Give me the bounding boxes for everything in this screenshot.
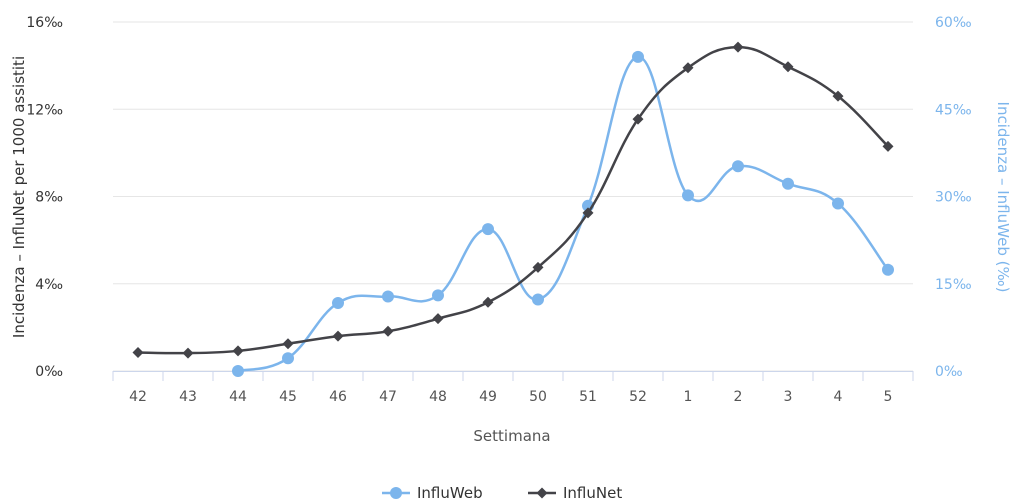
influnet-point[interactable] [482, 296, 494, 308]
x-tick-label: 50 [529, 389, 547, 405]
x-tick-label: 47 [379, 389, 397, 405]
x-tick-label: 3 [784, 389, 793, 405]
y-right-tick-label: 0‰ [935, 364, 963, 380]
x-tick-label: 4 [834, 389, 843, 405]
y-left-tick-label: 0‰ [35, 364, 63, 380]
influnet-point[interactable] [132, 346, 144, 358]
y-axis-left-title: Incidenza – InfluNet per 1000 assistiti [10, 56, 28, 338]
influnet-point[interactable] [582, 207, 594, 219]
y-right-tick-label: 30‰ [935, 190, 972, 206]
legend-marker [536, 487, 548, 499]
influnet-point[interactable] [732, 41, 744, 53]
influweb-point[interactable] [232, 365, 244, 377]
y-left-tick-label: 12‰ [26, 102, 63, 118]
legend-marker [390, 487, 402, 499]
axes: 0‰ 0‰4‰ 15‰8‰ 30‰12‰ 45‰16‰ 60‰42 43 44 45 46 47 48… [26, 15, 971, 405]
legend-item-influnet[interactable]: InfluNet [528, 484, 622, 502]
legend: InfluWeb InfluNet [382, 484, 622, 502]
y-axis-right-title: Incidenza – InfluWeb (‰) [994, 102, 1012, 293]
influnet-point[interactable] [232, 345, 244, 357]
y-left-tick-label: 4‰ [35, 277, 63, 293]
influnet-point[interactable] [532, 261, 544, 273]
series-layer [132, 41, 894, 377]
influnet-point[interactable] [382, 325, 394, 337]
y-right-tick-label: 60‰ [935, 15, 972, 31]
influweb-point[interactable] [632, 50, 644, 63]
influnet-point[interactable] [682, 62, 694, 74]
influnet-point[interactable] [782, 61, 794, 73]
y-left-tick-label: 16‰ [26, 15, 63, 31]
influnet-point[interactable] [832, 90, 844, 102]
y-left-tick-label: 8‰ [35, 190, 63, 206]
x-tick-label: 1 [684, 389, 693, 405]
x-tick-label: 46 [329, 389, 347, 405]
influweb-point[interactable] [782, 177, 794, 190]
influnet-point[interactable] [632, 113, 644, 125]
legend-label: InfluNet [563, 484, 622, 502]
x-tick-label: 49 [479, 389, 497, 405]
x-tick-label: 42 [129, 389, 147, 405]
influweb-line [236, 55, 890, 373]
x-tick-label: 52 [629, 389, 647, 405]
influnet-point[interactable] [882, 140, 894, 152]
influweb-point[interactable] [832, 197, 844, 210]
influnet-point[interactable] [182, 347, 194, 359]
influweb-point[interactable] [332, 296, 344, 309]
influweb-point[interactable] [532, 293, 544, 306]
influweb-point[interactable] [882, 263, 894, 276]
influnet-point[interactable] [332, 330, 344, 342]
x-tick-label: 2 [734, 389, 743, 405]
influweb-point[interactable] [682, 189, 694, 202]
influweb-point[interactable] [732, 160, 744, 173]
influnet-point[interactable] [282, 338, 294, 350]
grid-lines [113, 21, 913, 372]
influweb-point[interactable] [482, 223, 494, 236]
influweb-point[interactable] [382, 290, 394, 303]
influweb-point[interactable] [432, 289, 444, 302]
legend-label: InfluWeb [417, 484, 483, 502]
x-axis-title: Settimana [473, 427, 550, 445]
x-tick-label: 44 [229, 389, 247, 405]
x-tick-label: 43 [179, 389, 197, 405]
x-tick-label: 51 [579, 389, 597, 405]
y-right-tick-label: 45‰ [935, 102, 972, 118]
influweb-point[interactable] [282, 352, 294, 365]
x-tick-label: 45 [279, 389, 297, 405]
y-right-tick-label: 15‰ [935, 277, 972, 293]
x-tick-label: 48 [429, 389, 447, 405]
legend-item-influweb[interactable]: InfluWeb [382, 484, 483, 502]
x-tick-label: 5 [884, 389, 893, 405]
influnet-point[interactable] [432, 313, 444, 325]
influnet-line [136, 45, 890, 355]
